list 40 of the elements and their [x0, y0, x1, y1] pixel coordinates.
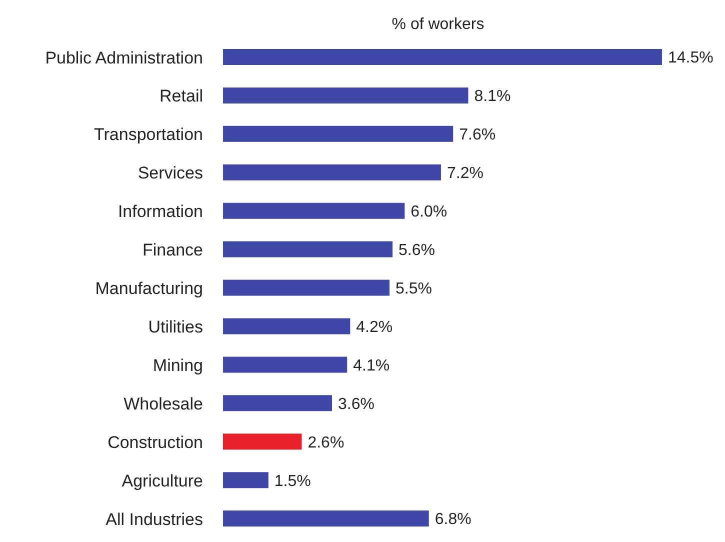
bar — [223, 318, 350, 334]
y-tick-label: Information — [118, 202, 203, 222]
data-label: 4.2% — [356, 318, 393, 336]
data-label: 2.6% — [308, 434, 344, 452]
bar — [223, 472, 268, 488]
bar — [223, 241, 393, 258]
y-tick-label: Services — [138, 164, 203, 183]
data-label: 5.6% — [398, 242, 436, 259]
y-tick-label: Public Administration — [45, 48, 203, 68]
bar — [223, 356, 348, 373]
bar — [223, 395, 332, 412]
y-tick-label: Manufacturing — [95, 279, 203, 298]
data-label: 4.1% — [353, 357, 390, 374]
data-label: 8.1% — [474, 88, 511, 106]
bar — [223, 164, 441, 180]
data-label: 3.6% — [338, 396, 374, 413]
y-tick-label: Mining — [152, 356, 203, 375]
bar — [223, 126, 454, 142]
bar — [223, 510, 429, 527]
data-label: 7.6% — [459, 126, 496, 144]
data-label: 14.5% — [668, 50, 714, 67]
y-tick-label: Retail — [160, 86, 203, 106]
data-label: 5.5% — [396, 280, 432, 298]
chart-title: % of workers — [390, 16, 486, 34]
y-tick-label: Wholesale — [124, 394, 203, 414]
bar — [223, 49, 662, 65]
bar — [223, 87, 468, 104]
data-label: 6.8% — [434, 511, 472, 528]
y-tick-label: Utilities — [148, 317, 203, 336]
y-tick-label: Construction — [108, 432, 203, 452]
y-tick-label: Agriculture — [122, 471, 203, 490]
bar — [223, 434, 302, 450]
y-tick-label: All Industries — [106, 510, 203, 529]
y-tick-label: Finance — [142, 240, 203, 260]
bar — [223, 280, 390, 296]
y-tick-label: Transportation — [94, 125, 203, 144]
bar — [223, 202, 405, 219]
data-label: 6.0% — [410, 204, 448, 221]
data-label: 1.5% — [274, 472, 311, 490]
data-label: 7.2% — [446, 165, 484, 182]
